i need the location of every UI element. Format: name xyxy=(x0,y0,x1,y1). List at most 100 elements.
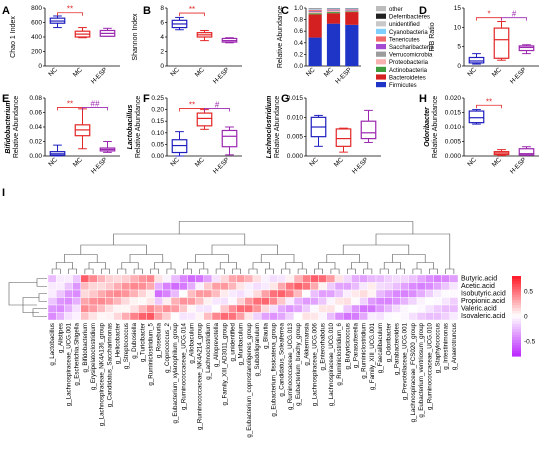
heatmap-cell xyxy=(334,312,344,321)
y-tick-label: 15 xyxy=(454,5,462,12)
heatmap-cell xyxy=(293,289,303,298)
heatmap-cell xyxy=(170,289,180,298)
heatmap-cell xyxy=(154,274,164,283)
legend-gradient-step xyxy=(512,316,521,320)
heatmap-cell xyxy=(425,289,434,298)
heatmap-cell xyxy=(343,312,352,321)
dendrogram-branch xyxy=(375,233,451,269)
heatmap-cell xyxy=(269,297,278,306)
heatmap-cell xyxy=(351,282,360,291)
dendrogram-branch xyxy=(113,233,246,245)
heatmap-cell xyxy=(113,274,122,283)
heatmap-cell xyxy=(105,274,114,283)
heatmap-cell xyxy=(326,297,336,306)
heatmap-cell xyxy=(80,274,90,283)
dendrogram-branch xyxy=(178,221,414,234)
y-tick-label: 0.00 xyxy=(29,153,42,160)
heatmap-cell xyxy=(178,304,188,313)
heatmap-cell xyxy=(367,312,377,321)
dendrogram-branch xyxy=(445,268,455,274)
heatmap-cell xyxy=(408,282,418,291)
heatmap-cell xyxy=(195,274,205,283)
heatmap-cell xyxy=(170,297,180,306)
heatmap-cell xyxy=(64,312,73,321)
dendrogram-branch xyxy=(64,254,98,263)
legend-gradient-step xyxy=(512,310,521,314)
legend-swatch xyxy=(376,21,386,27)
legend-gradient-step xyxy=(512,292,521,296)
y-tick-label: 0 xyxy=(38,63,42,70)
heatmap-cell xyxy=(392,312,401,321)
legend-gradient-step xyxy=(512,350,521,354)
heatmap-cell xyxy=(425,282,434,291)
heatmap-column-label: g_Coprococcus_2 xyxy=(164,322,171,372)
bar-segment xyxy=(326,23,341,66)
heatmap-cell xyxy=(318,297,328,306)
heatmap-cell xyxy=(244,274,254,283)
heatmap-cell xyxy=(302,312,311,321)
heatmap-cell xyxy=(334,289,344,298)
heatmap-cell xyxy=(137,312,147,321)
legend-gradient-step xyxy=(512,276,521,280)
heatmap-cell xyxy=(392,282,401,291)
heatmap-column-label: g_Eubacterium_fissicatena_group xyxy=(271,322,278,416)
x-tick-label: NC xyxy=(47,66,59,78)
heatmap-column-label: g_Eubacterium_coprostanoligenes_group xyxy=(246,322,253,437)
y-axis-label: Relative Abundance xyxy=(277,6,284,68)
dendrogram-branch xyxy=(330,268,340,274)
heatmap-cell xyxy=(433,282,442,291)
legend-swatch xyxy=(376,6,386,12)
significance-bracket xyxy=(476,104,502,109)
heatmap-cell xyxy=(302,274,311,283)
heatmap-cell xyxy=(416,274,426,283)
bar-segment xyxy=(345,10,359,11)
heatmap-cell xyxy=(154,289,164,298)
heatmap-column-label: g_Lactobacillus xyxy=(49,323,56,366)
heatmap-cell xyxy=(47,304,57,313)
heatmap-cell xyxy=(162,297,172,306)
heatmap-column-label: g_Lachnospiraceae_FCS020_group xyxy=(410,322,417,422)
dendrogram-branch xyxy=(84,268,94,274)
heatmap-cell xyxy=(88,274,98,283)
y-axis-label: Odoribacter xyxy=(424,106,431,147)
heatmap-cell xyxy=(203,304,213,313)
heatmap-column-label: g_Eubacterium_xylanophilum_group xyxy=(172,322,179,423)
heatmap-cell xyxy=(310,312,319,321)
heatmap-cell xyxy=(162,282,172,291)
heatmap-cell xyxy=(375,289,385,298)
heatmap-cell xyxy=(310,297,319,306)
heatmap-cell xyxy=(80,297,90,306)
heatmap-column-label: g_Lachnospiraceae_UCG.006 xyxy=(312,322,319,406)
significance-label: # xyxy=(215,100,220,109)
legend-label: unidentified xyxy=(389,22,420,28)
heatmap-cell xyxy=(261,282,270,291)
heatmap-cell xyxy=(121,304,131,313)
x-tick-label: H-ESP xyxy=(509,66,528,85)
bar-segment xyxy=(308,12,322,14)
heatmap-cell xyxy=(72,274,81,283)
x-tick-label: MC xyxy=(72,66,84,78)
heatmap-cell xyxy=(80,312,90,321)
heatmap-cell xyxy=(105,304,114,313)
heatmap-column-label: g_Helicobacter xyxy=(115,323,122,364)
heatmap-cell xyxy=(441,282,451,291)
heatmap-cell xyxy=(203,289,213,298)
heatmap-cell xyxy=(359,282,369,291)
heatmap-cell xyxy=(121,274,131,283)
heatmap-column-label: g_Parasutterella xyxy=(353,322,360,368)
heatmap-cell xyxy=(302,282,311,291)
legend-gradient-step xyxy=(512,318,521,322)
heatmap-cell xyxy=(416,304,426,313)
heatmap-cell xyxy=(302,297,311,306)
heatmap-cell xyxy=(261,312,270,321)
heatmap-cell xyxy=(441,289,451,298)
y-axis-label: Lactobacillus xyxy=(127,105,134,150)
heatmap-cell xyxy=(416,289,426,298)
heatmap-column-label: g_Ruminococcaceae_UCG.014 xyxy=(180,322,187,410)
heatmap-cell xyxy=(244,282,254,291)
heatmap-column-label: g_Blautia xyxy=(262,322,269,348)
x-tick-label: MC xyxy=(194,156,206,168)
heatmap-cell xyxy=(343,304,352,313)
dendrogram-branch xyxy=(232,268,241,274)
y-tick-label: 0.2 xyxy=(294,51,303,58)
